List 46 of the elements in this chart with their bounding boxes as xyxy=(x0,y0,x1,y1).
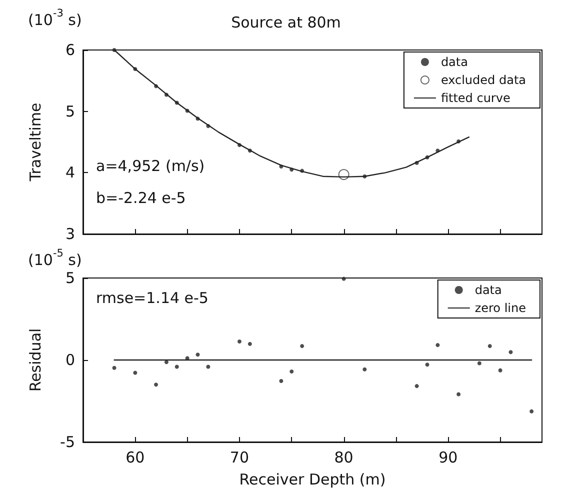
y-tick-label: 4 xyxy=(65,164,75,182)
x-tick-label: 90 xyxy=(438,448,458,466)
legend-label: zero line xyxy=(474,301,526,315)
point xyxy=(237,339,242,344)
point xyxy=(456,392,461,396)
annotation: b=-2.24 e-5 xyxy=(96,189,186,207)
y-tick-label: 5 xyxy=(65,269,75,287)
point xyxy=(300,344,304,348)
y-tick-label: 5 xyxy=(65,102,75,120)
point xyxy=(414,384,419,388)
x-axis-title: Receiver Depth (m) xyxy=(239,470,386,488)
point xyxy=(342,276,346,281)
legend-label: data xyxy=(440,55,468,69)
point xyxy=(248,342,252,346)
point xyxy=(174,364,179,369)
y-tick-label: -5 xyxy=(60,433,75,451)
point xyxy=(196,352,200,357)
y-tick-label: 0 xyxy=(65,351,75,369)
point xyxy=(154,382,158,387)
y-tick-label: 6 xyxy=(65,41,75,59)
legend-label: data xyxy=(474,283,502,297)
chart-title: Source at 80m xyxy=(231,14,341,32)
x-tick-label: 60 xyxy=(126,448,145,466)
y-tick-label: 3 xyxy=(65,225,75,243)
point xyxy=(508,350,513,354)
point xyxy=(133,370,138,375)
point xyxy=(477,361,482,366)
point xyxy=(436,343,440,348)
point xyxy=(164,360,168,364)
point xyxy=(488,344,492,348)
y-axis-title: Traveltime xyxy=(26,102,44,182)
point xyxy=(279,378,284,383)
annotation: rmse=1.14 e-5 xyxy=(96,289,208,307)
point xyxy=(112,366,116,370)
x-tick-label: 80 xyxy=(334,448,354,466)
legend-label: fitted curve xyxy=(440,91,510,105)
point xyxy=(206,364,210,369)
annotation: a=4,952 (m/s) xyxy=(96,157,205,175)
point xyxy=(498,368,502,372)
point xyxy=(362,367,367,372)
point xyxy=(530,409,534,414)
legend-label: excluded data xyxy=(440,73,526,87)
y-axis-title: Residual xyxy=(26,328,44,392)
point xyxy=(425,362,430,367)
x-tick-label: 70 xyxy=(230,448,250,466)
point xyxy=(290,369,294,374)
